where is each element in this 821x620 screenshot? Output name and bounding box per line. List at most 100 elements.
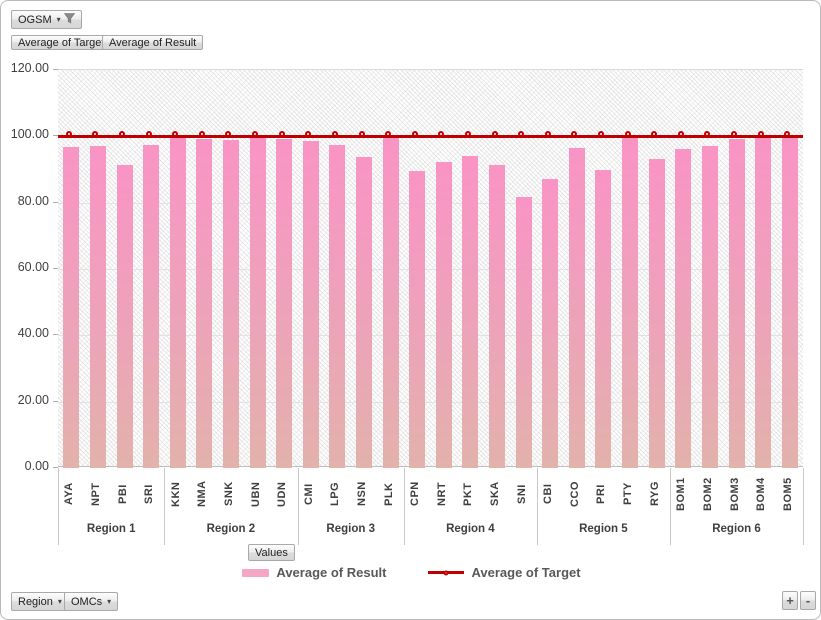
- result-bar-NRT: [435, 161, 452, 468]
- category-label-SNI: SNI: [515, 484, 528, 504]
- values-axis-button[interactable]: Values: [248, 544, 295, 561]
- category-label-NRT: NRT: [435, 481, 448, 507]
- target-marker-NRT: [438, 130, 445, 137]
- y-axis-tick: [53, 467, 58, 468]
- y-axis-label: 0.00: [24, 459, 49, 473]
- result-bar-UDN: [276, 138, 293, 468]
- target-marker-SNI: [518, 130, 525, 137]
- y-axis-tick: [53, 400, 58, 402]
- field-button-average-of-target[interactable]: Average of Target: [11, 35, 112, 50]
- category-label-UBN: UBN: [249, 481, 262, 507]
- result-bar-LPG: [329, 145, 346, 468]
- target-marker-UBN: [252, 130, 259, 137]
- gridline-40.00: [58, 335, 803, 337]
- target-marker-PTY: [624, 130, 631, 137]
- target-marker-BOM1: [677, 130, 684, 137]
- y-axis-label: 40.00: [17, 326, 49, 341]
- target-marker-PLK: [385, 130, 392, 137]
- category-label-SKA: SKA: [489, 481, 501, 507]
- category-label-PKT: PKT: [462, 482, 475, 506]
- target-marker-BOM3: [731, 130, 737, 137]
- y-axis-tick: [53, 135, 58, 137]
- category-label-BOM5: BOM5: [781, 477, 794, 511]
- result-bar-SRI: [143, 145, 160, 468]
- target-marker-NPT: [92, 130, 99, 137]
- target-line: [58, 134, 803, 138]
- category-label-PLK: PLK: [382, 482, 395, 506]
- y-axis-label: 60.00: [17, 260, 49, 274]
- axis-field-label: Region: [18, 595, 53, 608]
- result-bar-CPN: [409, 170, 426, 468]
- region-separator: [536, 468, 538, 545]
- gridline-60.00: [58, 269, 803, 270]
- category-label-BOM1: BOM1: [675, 477, 688, 511]
- category-label-CPN: CPN: [409, 481, 422, 507]
- zoom-in-button[interactable]: +: [782, 591, 798, 610]
- page-filter-label: OGSM: [18, 13, 52, 26]
- result-bar-CBI: [542, 178, 559, 468]
- result-bar-BOM4: [755, 137, 772, 468]
- minus-icon: -: [805, 593, 811, 608]
- target-marker-PKT: [464, 130, 471, 137]
- values-button-label: Values: [255, 546, 288, 559]
- chevron-down-icon: ▾: [107, 596, 112, 606]
- region-separator: [803, 468, 804, 545]
- category-axis: AYA NPT PBI SRI Region 1 KKN NMA SNK UBN UDN Regio…: [58, 468, 804, 545]
- region-separator: [58, 468, 59, 545]
- category-label-RYG: RYG: [648, 481, 661, 507]
- category-label-AYA: AYA: [63, 482, 76, 506]
- plus-icon: +: [786, 593, 794, 608]
- category-label-BOM3: BOM3: [728, 477, 741, 511]
- target-marker-PRI: [597, 130, 604, 137]
- target-marker-CBI: [544, 130, 551, 137]
- result-bar-SNK: [222, 139, 239, 468]
- legend-label: Average of Result: [276, 565, 387, 580]
- y-axis-label: 100.00: [10, 127, 49, 142]
- result-bar-BOM5: [781, 137, 798, 468]
- chevron-down-icon: ▾: [56, 14, 61, 24]
- category-label-BOM4: BOM4: [755, 477, 768, 511]
- region-label-region-6: Region 6: [712, 523, 761, 535]
- result-bar-UBN: [249, 138, 266, 468]
- target-marker-SKA: [491, 130, 498, 137]
- category-label-PRI: PRI: [595, 484, 608, 504]
- result-bar-PKT: [462, 155, 479, 468]
- category-label-SRI: SRI: [143, 484, 156, 504]
- y-axis-tick: [53, 268, 58, 269]
- target-marker-LPG: [331, 130, 338, 137]
- y-axis-label: 20.00: [17, 392, 49, 407]
- result-bar-BOM2: [701, 146, 718, 468]
- result-bar-SNI: [515, 197, 532, 468]
- y-axis-tick: [53, 334, 58, 336]
- result-bar-BOM1: [675, 148, 692, 468]
- axis-field-button-omcs[interactable]: OMCs ▾: [64, 592, 119, 611]
- region-label-region-1: Region 1: [86, 523, 136, 535]
- category-label-CBI: CBI: [542, 483, 555, 505]
- target-marker-NMA: [198, 130, 205, 137]
- region-separator: [164, 468, 166, 545]
- zoom-out-button[interactable]: -: [800, 591, 816, 610]
- result-bar-CMI: [302, 140, 319, 468]
- result-bar-PBI: [116, 164, 133, 468]
- region-separator: [670, 468, 671, 545]
- axis-field-button-region[interactable]: Region ▾: [11, 592, 69, 611]
- field-button-label: Average of Result: [109, 36, 197, 49]
- field-button-average-of-result[interactable]: Average of Result: [102, 35, 204, 50]
- region-label-region-2: Region 2: [206, 523, 256, 535]
- y-axis-tick: [53, 201, 58, 203]
- chevron-down-icon: ▾: [57, 596, 62, 606]
- y-axis-tick: [53, 69, 58, 70]
- target-marker-CMI: [305, 130, 312, 137]
- region-label-region-5: Region 5: [579, 523, 628, 535]
- target-marker-UDN: [278, 130, 285, 137]
- legend-item-average-of-result: Average of Result: [242, 565, 386, 580]
- legend-bar-swatch: [242, 568, 270, 577]
- legend-item-average-of-target: Average of Target: [428, 565, 581, 580]
- gridline-80.00: [58, 202, 803, 204]
- page-filter-button-ogsm[interactable]: OGSM ▾: [11, 10, 82, 29]
- target-marker-NSN: [358, 130, 365, 137]
- category-label-NMA: NMA: [196, 480, 209, 508]
- target-marker-SNK: [225, 130, 232, 137]
- category-label-CCO: CCO: [568, 481, 581, 507]
